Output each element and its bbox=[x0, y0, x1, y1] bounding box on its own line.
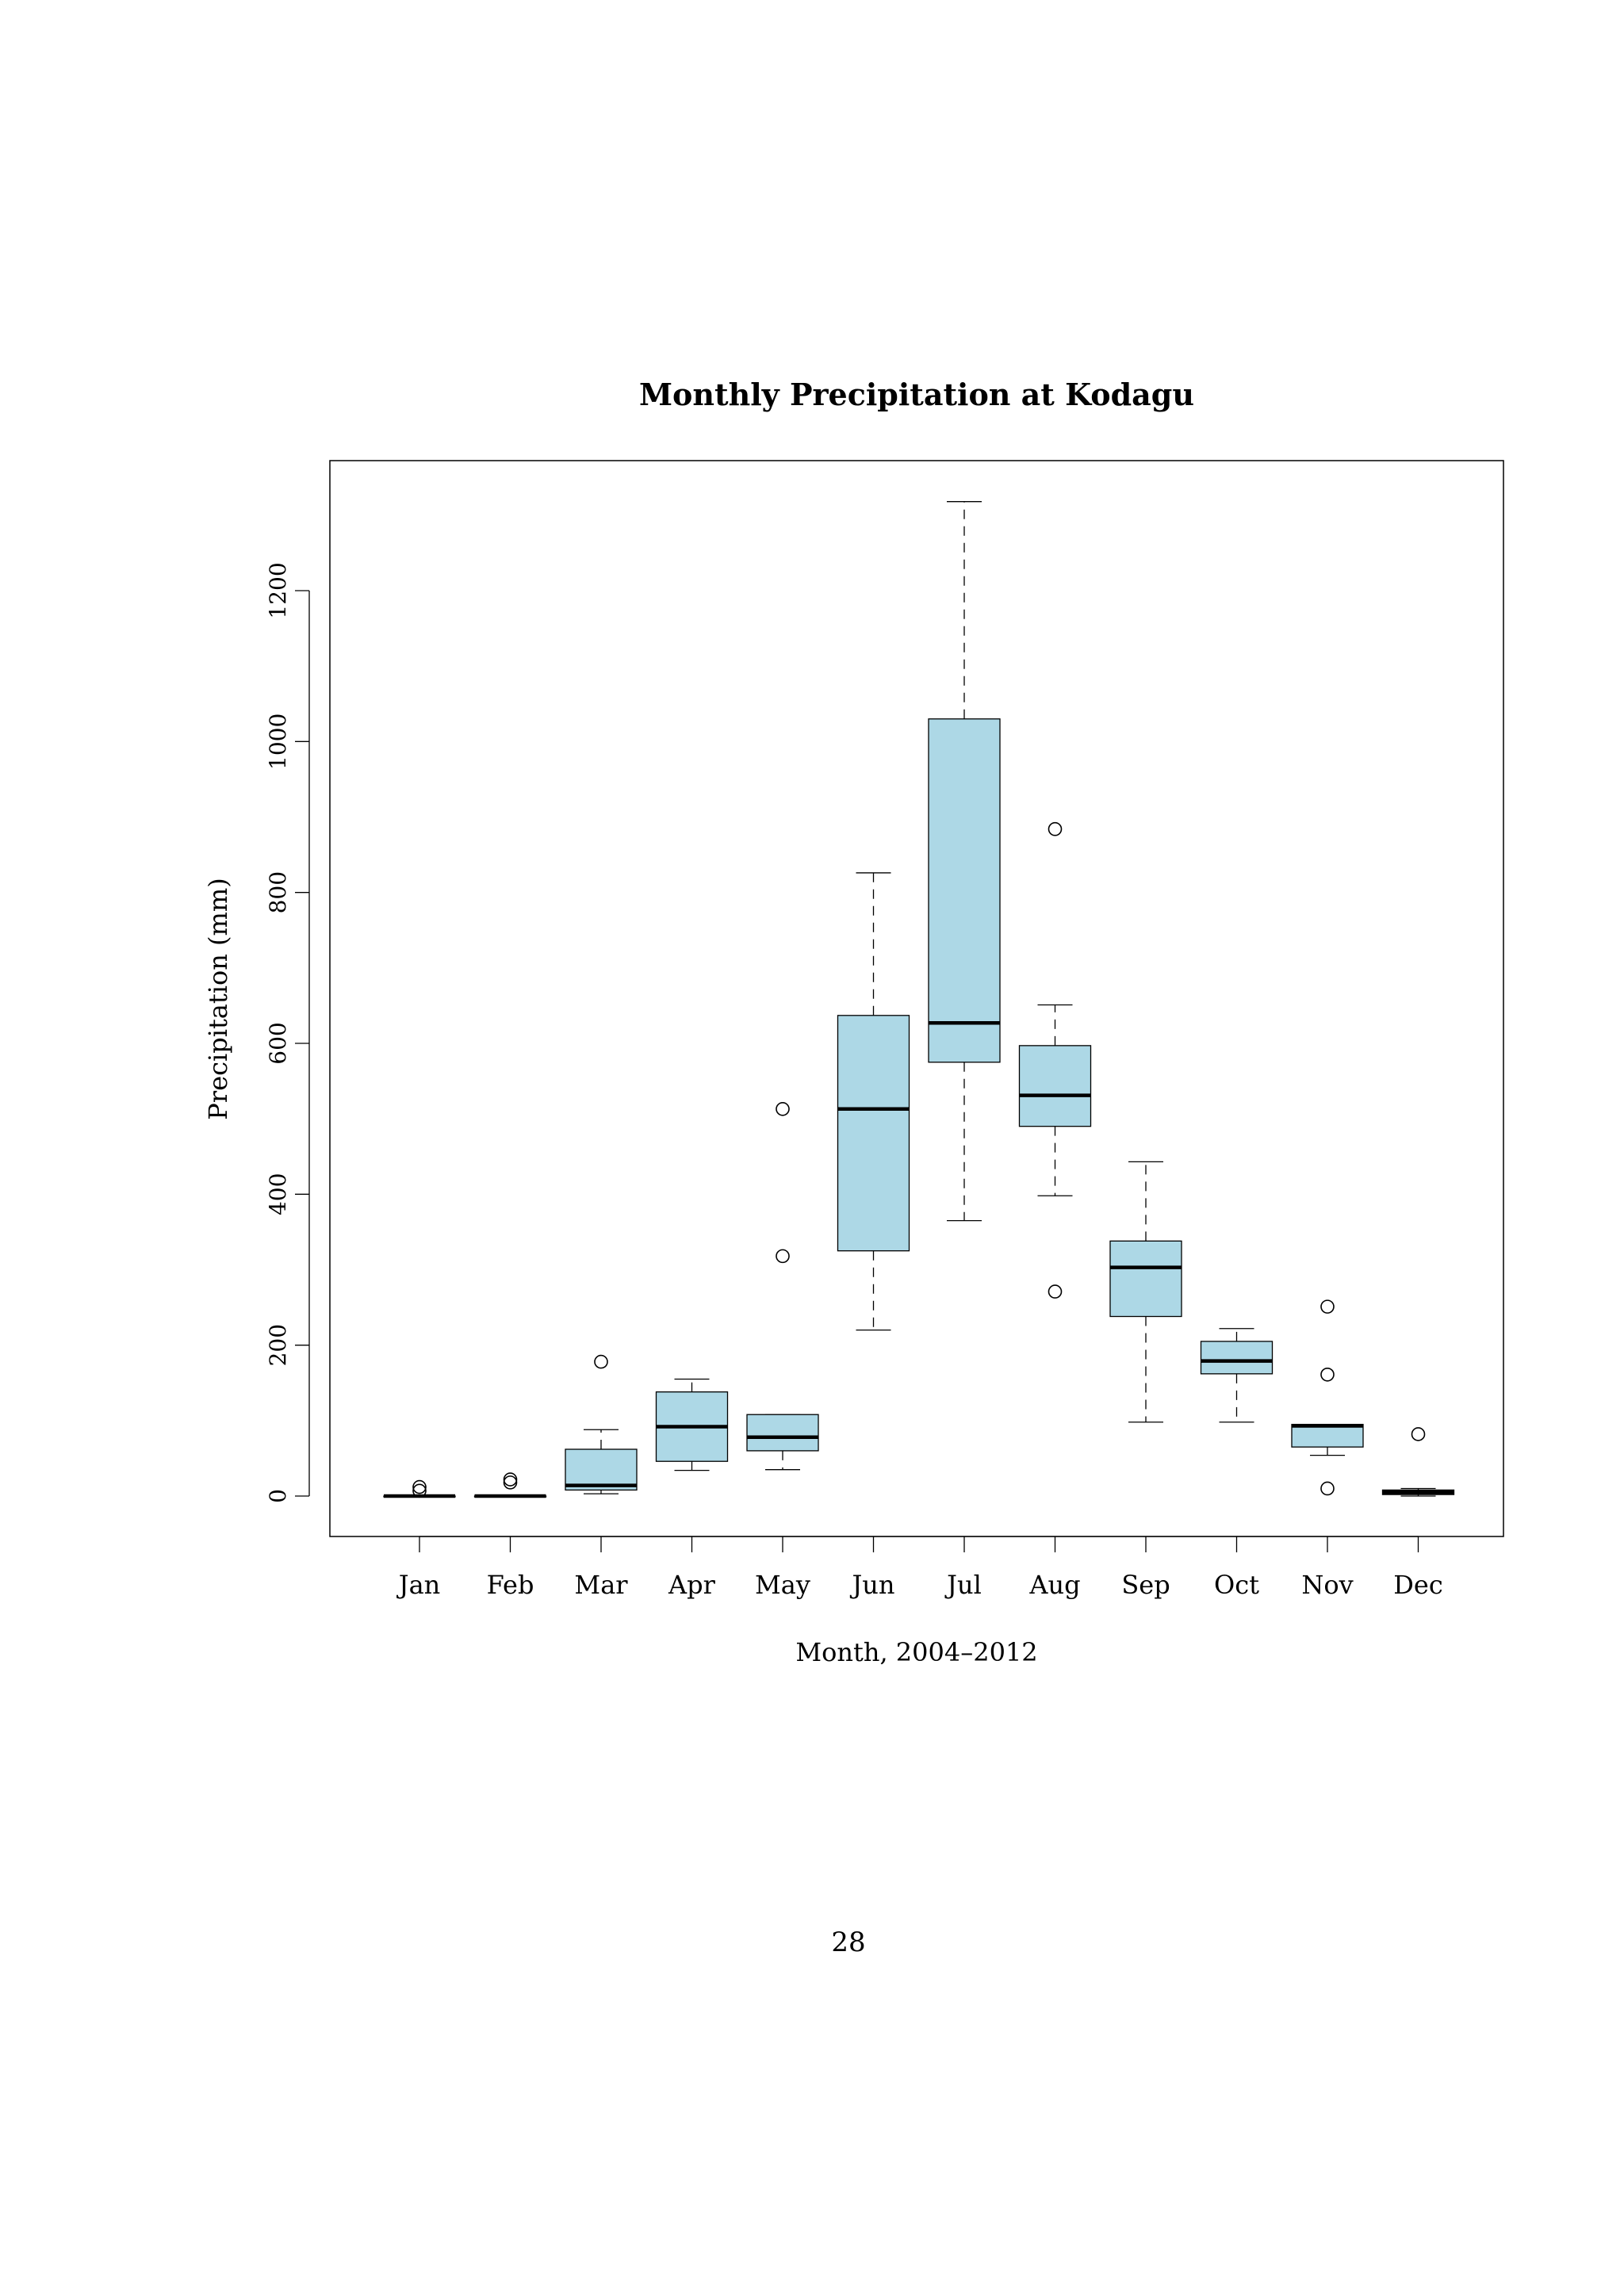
chart-title: Monthly Precipitation at Kodagu bbox=[639, 377, 1194, 412]
y-axis: 0 200 400 600 800 1000 1200 bbox=[265, 562, 310, 1503]
box-feb bbox=[473, 1472, 547, 1498]
y-tick-label: 400 bbox=[265, 1173, 291, 1215]
box-iqr bbox=[1200, 1341, 1274, 1375]
x-axis: Jan Feb Mar Apr May Jun Jul Aug Sep Oct Nov Dec bbox=[396, 1536, 1443, 1600]
box-sep bbox=[1109, 1161, 1182, 1423]
x-tick-label: Aug bbox=[1028, 1570, 1080, 1600]
box-nov bbox=[1291, 1299, 1364, 1496]
box-mar bbox=[565, 1354, 638, 1494]
x-tick-label: Nov bbox=[1301, 1570, 1353, 1600]
box-iqr bbox=[928, 718, 1001, 1063]
outlier-point bbox=[412, 1483, 427, 1498]
outlier-point bbox=[1320, 1367, 1335, 1382]
y-axis-label: Precipitation (mm) bbox=[203, 878, 233, 1119]
box-apr bbox=[655, 1378, 729, 1471]
box-iqr bbox=[565, 1448, 638, 1491]
outlier-point bbox=[1320, 1299, 1335, 1314]
y-tick-label: 200 bbox=[265, 1324, 291, 1366]
x-tick-label: Feb bbox=[487, 1570, 534, 1600]
outlier-point bbox=[1048, 1284, 1063, 1299]
y-tick-label: 1000 bbox=[265, 714, 291, 770]
box-oct bbox=[1200, 1328, 1274, 1423]
box-jun bbox=[837, 872, 910, 1331]
y-tick-label: 0 bbox=[265, 1489, 291, 1503]
x-tick-label: Apr bbox=[668, 1570, 716, 1600]
x-tick-label: May bbox=[755, 1570, 810, 1600]
x-tick-label: Sep bbox=[1121, 1570, 1170, 1600]
outlier-point bbox=[1411, 1427, 1426, 1441]
outlier-point bbox=[503, 1472, 518, 1487]
plot-frame bbox=[329, 460, 1504, 1537]
box-iqr bbox=[746, 1414, 819, 1452]
x-tick-label: Jul bbox=[944, 1570, 982, 1600]
box-iqr bbox=[1109, 1240, 1182, 1318]
outlier-point bbox=[503, 1475, 518, 1490]
outlier-point bbox=[1320, 1481, 1335, 1496]
outlier-point bbox=[1048, 821, 1063, 836]
x-tick-label: Jan bbox=[396, 1570, 441, 1600]
x-tick-label: Jun bbox=[849, 1570, 894, 1600]
box-may bbox=[746, 1101, 819, 1471]
y-tick-label: 800 bbox=[265, 871, 291, 913]
x-tick-label: Mar bbox=[574, 1570, 628, 1600]
outlier-point bbox=[594, 1354, 608, 1369]
x-tick-label: Dec bbox=[1393, 1570, 1443, 1600]
x-tick-label: Oct bbox=[1214, 1570, 1259, 1600]
y-tick-label: 1200 bbox=[265, 562, 291, 618]
outlier-point bbox=[412, 1479, 427, 1494]
outlier-point bbox=[776, 1249, 790, 1264]
box-aug bbox=[1018, 821, 1092, 1299]
box-iqr bbox=[837, 1015, 910, 1252]
box-iqr bbox=[1291, 1423, 1364, 1448]
x-axis-label: Month, 2004–2012 bbox=[795, 1637, 1037, 1667]
outlier-point bbox=[776, 1101, 790, 1116]
box-iqr bbox=[1018, 1045, 1092, 1127]
page-number: 28 bbox=[831, 1927, 866, 1958]
box-jul bbox=[928, 501, 1001, 1222]
y-tick-label: 600 bbox=[265, 1022, 291, 1064]
boxes bbox=[383, 501, 1455, 1498]
box-dec bbox=[1381, 1427, 1455, 1497]
box-jan bbox=[383, 1479, 456, 1498]
